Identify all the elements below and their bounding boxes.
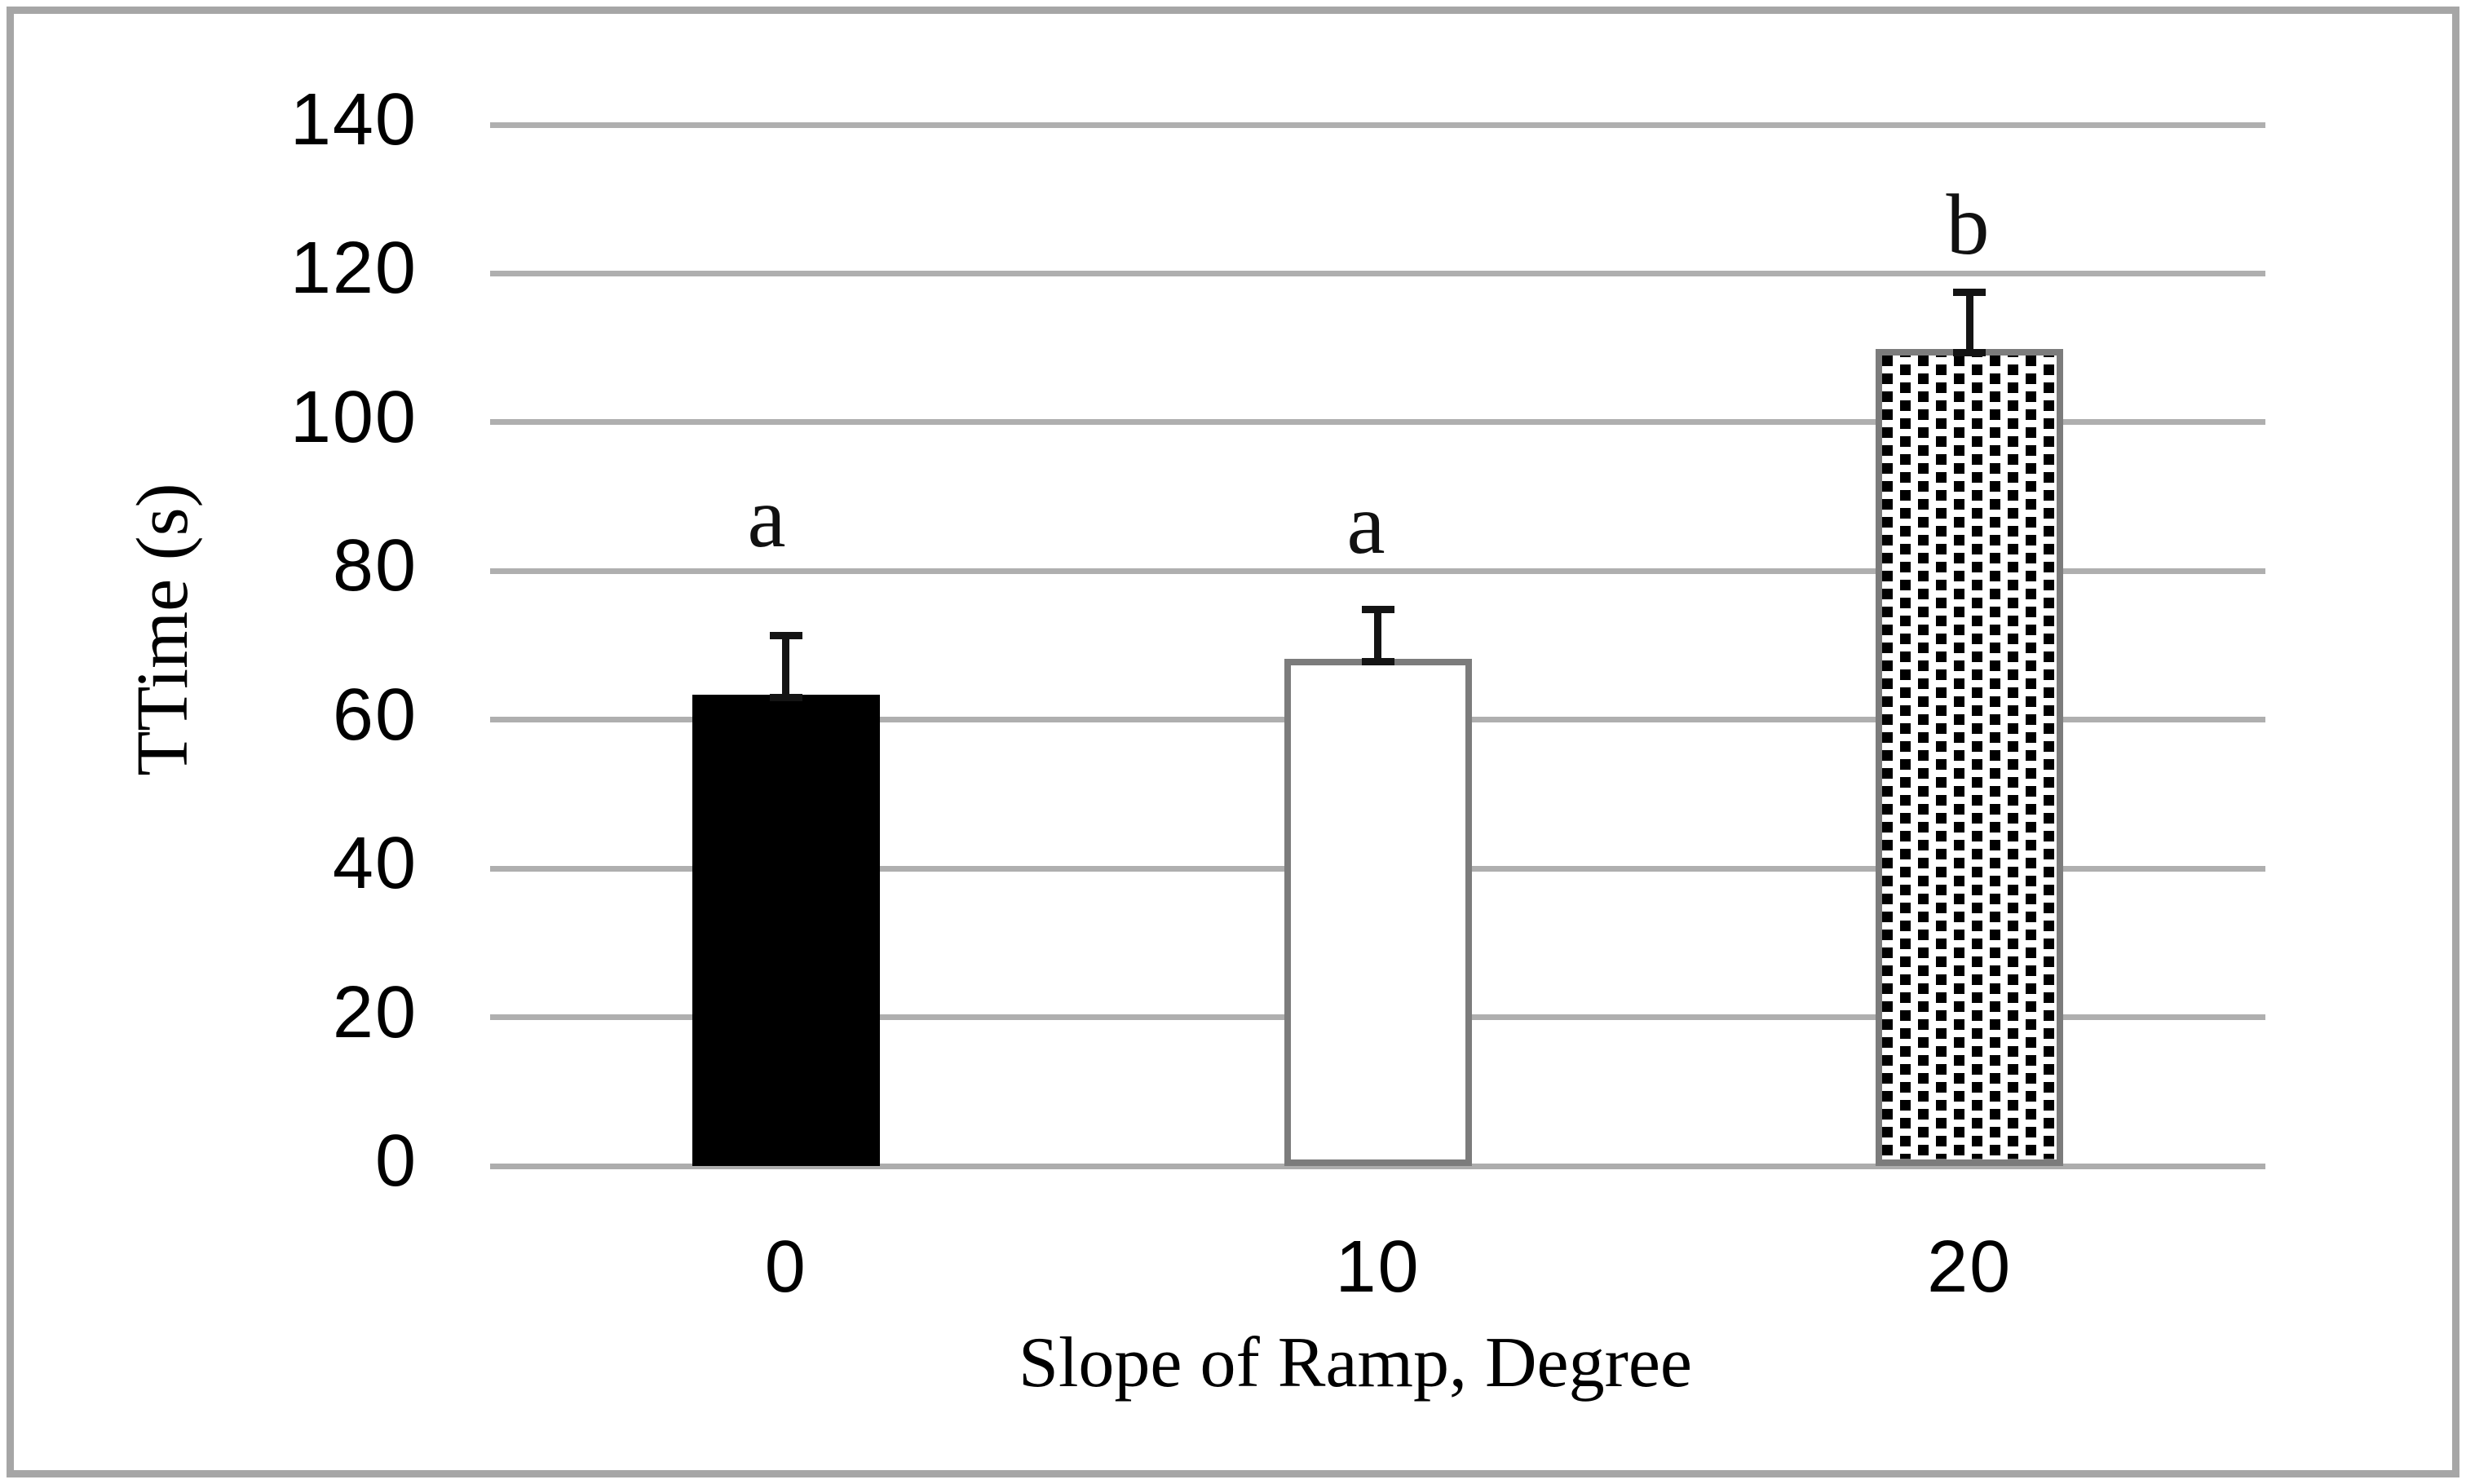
error-bar-top-cap-20 [1953, 288, 1986, 296]
error-bar-0 [782, 635, 790, 695]
significance-letter-a-0: a [747, 470, 786, 565]
x-tick-label-10: 10 [1335, 1226, 1421, 1308]
bar-10-degree [1284, 658, 1472, 1166]
error-bar-top-cap-10 [1361, 606, 1394, 614]
bar-0-degree [692, 694, 880, 1166]
y-tick-label-40: 40 [332, 823, 418, 905]
x-tick-label-20: 20 [1927, 1226, 2013, 1308]
error-bar-bottom-cap-10 [1361, 658, 1394, 666]
error-bar-bottom-cap-20 [1953, 348, 1986, 356]
error-bar-bottom-cap-0 [769, 694, 802, 702]
x-axis-title: Slope of Ramp, Degree [1019, 1323, 1692, 1402]
y-tick-label-120: 120 [289, 227, 418, 310]
gridline-80 [490, 568, 2265, 574]
gridline-140 [490, 121, 2265, 128]
error-bar-10 [1374, 609, 1381, 659]
diagonal-hatch-pattern [1882, 356, 2057, 1159]
x-tick-label-0: 0 [764, 1226, 807, 1308]
figure-border [7, 7, 2459, 1477]
error-bar-top-cap-0 [769, 632, 802, 640]
x-axis-line [490, 1163, 2265, 1169]
gridline-100 [490, 419, 2265, 426]
y-tick-label-100: 100 [289, 376, 418, 458]
significance-letter-b-2: b [1946, 177, 1990, 272]
y-tick-label-140: 140 [289, 79, 418, 161]
y-tick-label-0: 0 [374, 1120, 418, 1202]
y-tick-label-60: 60 [332, 674, 418, 756]
error-bar-20 [1965, 292, 1973, 350]
gridline-120 [490, 270, 2265, 276]
y-tick-label-20: 20 [332, 971, 418, 1053]
significance-letter-a-1: a [1346, 476, 1385, 572]
y-tick-label-80: 80 [332, 525, 418, 607]
bar-20-degree [1876, 349, 2064, 1166]
